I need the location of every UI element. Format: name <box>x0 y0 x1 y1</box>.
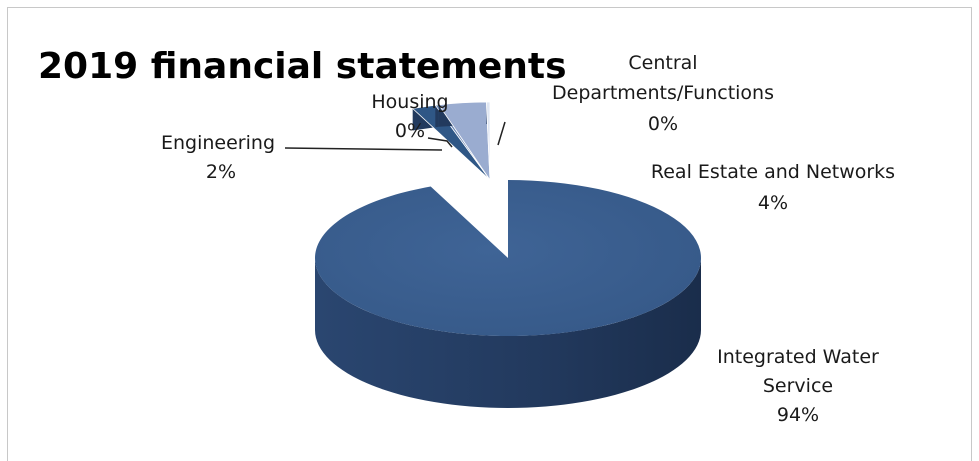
label-water-name-line1: Integrated Water <box>717 346 879 368</box>
pie-slice-side-housing <box>435 104 439 128</box>
pie-slice-integrated-water <box>314 180 701 337</box>
label-housing-name: Housing <box>371 91 448 113</box>
label-water-value: 94% <box>777 404 819 426</box>
label-central-name-line1: Central <box>628 52 697 74</box>
housing-leader-line <box>427 137 453 148</box>
pie-slice-central <box>485 101 491 181</box>
engineering-leader-line <box>284 147 443 151</box>
label-central-name-line2: Departments/Functions <box>552 82 774 104</box>
chart-title: 2019 financial statements <box>38 46 567 87</box>
label-housing-value: 0% <box>395 120 425 142</box>
pie-slice-side-integrated-water <box>315 258 701 408</box>
label-central-value: 0% <box>648 113 678 135</box>
label-engineering-name: Engineering <box>161 132 275 154</box>
label-realestate-name: Real Estate and Networks <box>651 161 895 183</box>
label-water-name-line2: Service <box>763 375 833 397</box>
label-realestate-value: 4% <box>758 192 788 214</box>
label-engineering-value: 2% <box>206 161 236 183</box>
central-leader-line <box>497 121 506 146</box>
